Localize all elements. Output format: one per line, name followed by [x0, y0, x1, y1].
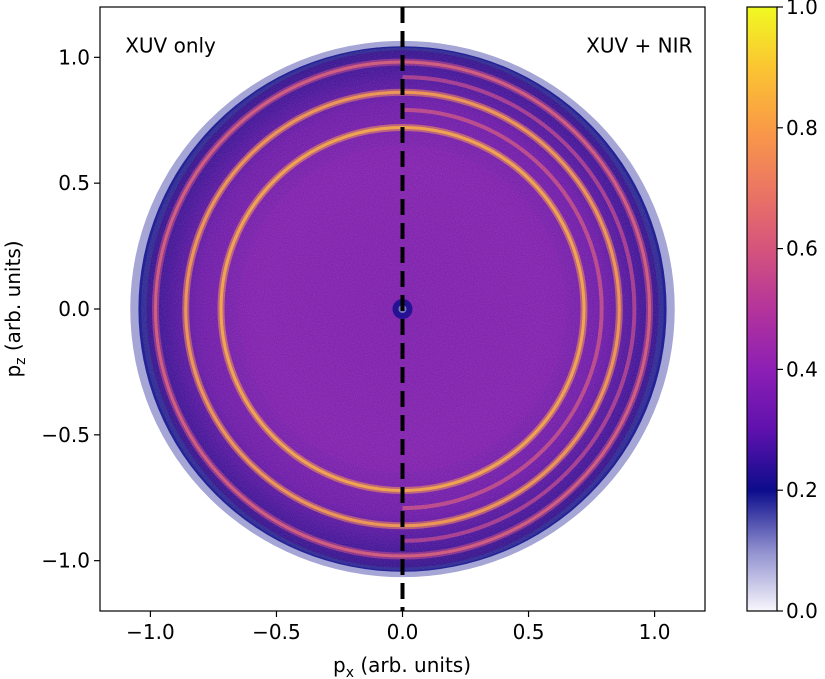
y-tick-label-2: 0.0: [58, 297, 90, 321]
colorbar-tick-label-1: 0.2: [786, 478, 818, 502]
x-tick-label-4: 1.0: [639, 620, 671, 644]
colorbar-ticks: 0.0 0.2 0.4 0.6 0.8 1.0: [777, 0, 818, 623]
colorbar-tick-label-3: 0.6: [786, 237, 818, 261]
y-tick-label-1: −0.5: [41, 423, 90, 447]
y-tick-label-4: 1.0: [58, 45, 90, 69]
colorbar-tick-label-2: 0.4: [786, 357, 818, 381]
annotation-xuv-only: XUV only: [125, 33, 216, 57]
x-axis-label: px (arb. units): [333, 653, 471, 679]
x-tick-label-0: −1.0: [126, 620, 175, 644]
colorbar-tick-label-5: 1.0: [786, 0, 818, 19]
x-tick-label-1: −0.5: [252, 620, 301, 644]
colorbar-tick-label-0: 0.0: [786, 599, 818, 623]
colorbar-tick-label-4: 0.8: [786, 116, 818, 140]
x-tick-label-2: 0.0: [387, 620, 419, 644]
x-axis-ticks: −1.0 −0.5 0.0 0.5 1.0: [126, 611, 670, 644]
colorbar: [746, 6, 778, 612]
y-tick-label-3: 0.5: [58, 171, 90, 195]
y-tick-label-0: −1.0: [41, 549, 90, 573]
annotation-xuv-nir: XUV + NIR: [586, 33, 692, 57]
y-axis-label: pz (arb. units): [1, 240, 29, 377]
x-tick-label-3: 0.5: [513, 620, 545, 644]
y-axis-ticks: −1.0 −0.5 0.0 0.5 1.0: [41, 45, 100, 573]
